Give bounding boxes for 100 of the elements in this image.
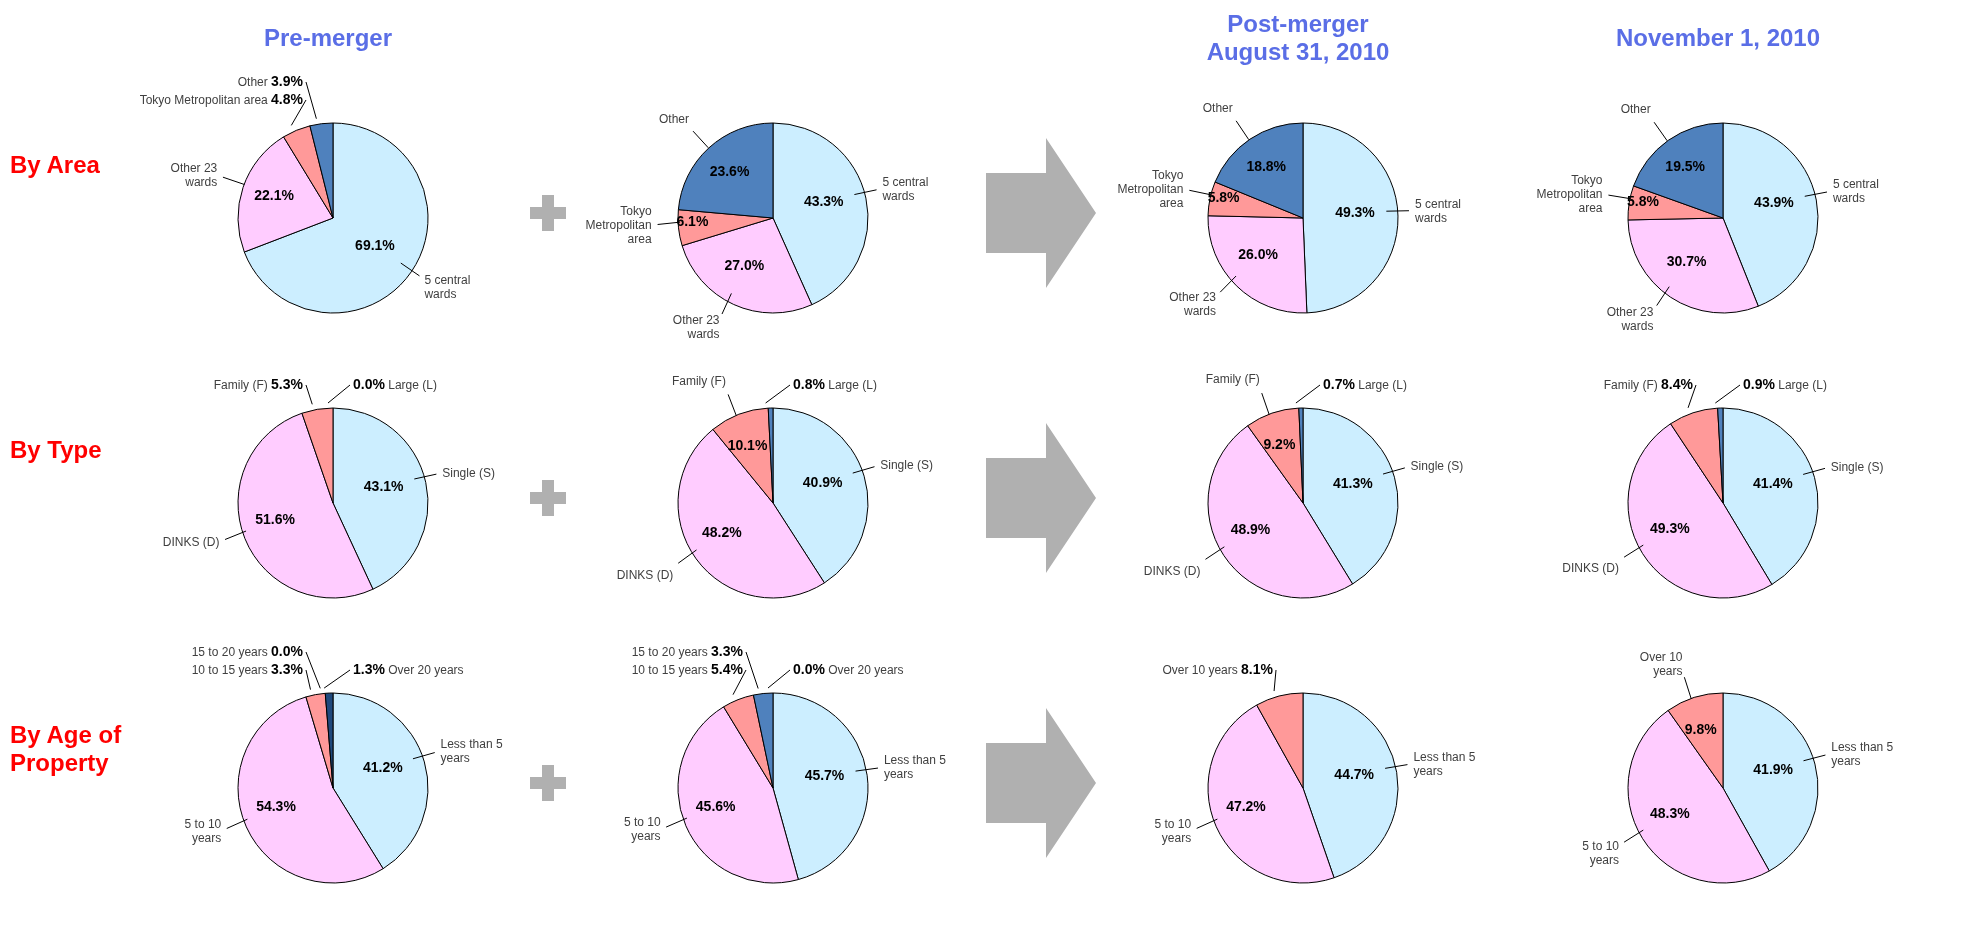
slice-label: Single (S) bbox=[880, 458, 933, 473]
slice-label: 5 to 10 years bbox=[623, 815, 661, 844]
slice-label: Other bbox=[237, 75, 272, 89]
data-label: 5.8% bbox=[1627, 192, 1660, 209]
slice-label: 10 to 15 years bbox=[191, 663, 272, 677]
slice-label: Other bbox=[1202, 100, 1233, 115]
data-label: 5.3% bbox=[271, 376, 304, 392]
slice-label: Other bbox=[658, 111, 689, 126]
slice-label: Other 23 wards bbox=[672, 313, 720, 342]
slice-label: Other bbox=[1620, 102, 1651, 117]
data-label: 5.8% bbox=[1207, 189, 1241, 206]
slice-label: Single (S) bbox=[1410, 459, 1464, 474]
slice-label: 5 to 10 years bbox=[184, 816, 222, 845]
slice-label: Large (L) bbox=[824, 378, 877, 392]
chart-title: Pre-merger bbox=[262, 23, 394, 53]
data-label: 30.7% bbox=[1666, 252, 1707, 269]
slice-label: Family (F) bbox=[213, 378, 272, 392]
data-label: 1.3% bbox=[353, 661, 386, 677]
slice-label: Tokyo Metropolitan area bbox=[1117, 168, 1184, 211]
data-label: 26.0% bbox=[1238, 245, 1279, 262]
data-label: 43.1% bbox=[363, 477, 405, 494]
category-label: Large (L) bbox=[388, 378, 437, 392]
data-label: 5.4% bbox=[711, 661, 744, 677]
data-label: 47.2% bbox=[1226, 798, 1267, 815]
data-label: 45.7% bbox=[804, 767, 845, 784]
text: By Type bbox=[10, 435, 103, 464]
data-label: 8.1% bbox=[1241, 661, 1274, 677]
data-label: 44.7% bbox=[1334, 765, 1375, 782]
slice-label: DINKS (D) bbox=[1562, 561, 1620, 576]
data-label: 49.3% bbox=[1649, 520, 1691, 537]
data-label: 51.6% bbox=[255, 511, 296, 528]
slice-label: Less than 5 years bbox=[440, 736, 503, 765]
text: 0.0% bbox=[271, 643, 303, 659]
slice-label: Family (F) bbox=[671, 373, 726, 388]
chart-title: November 1, 2010 bbox=[1614, 23, 1822, 53]
data-label: 3.3% bbox=[711, 643, 744, 659]
slice-label: 5 to 10 years bbox=[1582, 839, 1620, 868]
slice-label: Less than 5 years bbox=[1413, 749, 1476, 778]
data-label: 0.8% bbox=[793, 376, 826, 392]
data-label: 48.3% bbox=[1649, 805, 1691, 822]
text: By Age of Property bbox=[10, 720, 123, 777]
slice-label: DINKS (D) bbox=[1143, 563, 1201, 578]
slice-label: Large (L) bbox=[1354, 378, 1407, 392]
data-label: 54.3% bbox=[256, 798, 297, 815]
data-label: 6.1% bbox=[676, 212, 709, 229]
data-label: 19.5% bbox=[1665, 158, 1706, 175]
slice-label: Family (F) bbox=[1205, 372, 1260, 387]
slice-label: Single (S) bbox=[1830, 459, 1884, 474]
slice-label: 15 to 20 years bbox=[631, 645, 712, 659]
slice-label: 5 to 10 years bbox=[1154, 816, 1192, 845]
data-label: 10.1% bbox=[727, 436, 768, 453]
slice-label: Single (S) bbox=[442, 465, 495, 480]
data-label: 41.4% bbox=[1753, 474, 1794, 491]
data-label: 40.9% bbox=[802, 473, 844, 490]
text: 0.0% bbox=[793, 661, 825, 677]
slice-label: Tokyo Metropolitan area bbox=[1536, 173, 1603, 216]
slice-label: DINKS (D) bbox=[162, 534, 220, 549]
data-label: 27.0% bbox=[724, 256, 765, 273]
slice-label: Less than 5 years bbox=[883, 753, 947, 782]
slice-label: Tokyo Metropolitan area bbox=[139, 93, 272, 107]
data-label: 3.3% bbox=[271, 661, 304, 677]
category-label: 15 to 20 years bbox=[191, 645, 268, 659]
data-label: 41.2% bbox=[362, 759, 404, 776]
slice-label: Over 10 years bbox=[1162, 663, 1242, 677]
slice-label: 5 central wards bbox=[1413, 196, 1462, 225]
data-label: 43.3% bbox=[803, 193, 845, 210]
slice-label: 5 central wards bbox=[423, 273, 471, 302]
data-label: 48.9% bbox=[1230, 521, 1271, 538]
data-label: 9.8% bbox=[1684, 720, 1718, 737]
data-label: 41.3% bbox=[1333, 474, 1374, 491]
data-label: 3.9% bbox=[271, 73, 304, 89]
slice-label: 5 central wards bbox=[881, 174, 929, 203]
data-label: 4.8% bbox=[271, 91, 304, 107]
slice-label: Less than 5 years bbox=[1831, 739, 1894, 768]
data-label: 43.9% bbox=[1754, 194, 1795, 211]
data-label: 69.1% bbox=[355, 237, 396, 254]
data-label: 9.2% bbox=[1263, 436, 1296, 453]
category-label: Over 20 years bbox=[828, 663, 904, 677]
slice-label: Over 20 years bbox=[384, 663, 464, 677]
data-label: 18.8% bbox=[1246, 157, 1287, 174]
data-label: 48.2% bbox=[702, 523, 743, 540]
slice-label: Tokyo Metropolitan area bbox=[585, 204, 652, 247]
slice-label: 10 to 15 years bbox=[631, 663, 712, 677]
text: 0.0% bbox=[353, 376, 385, 392]
data-label: 49.3% bbox=[1335, 203, 1376, 220]
data-label: 0.7% bbox=[1323, 376, 1356, 392]
data-label: 41.9% bbox=[1753, 760, 1794, 777]
data-label: 8.4% bbox=[1661, 376, 1694, 392]
slice-label: Large (L) bbox=[1774, 378, 1827, 392]
data-label: 0.9% bbox=[1743, 376, 1776, 392]
slice-label: DINKS (D) bbox=[616, 567, 674, 582]
text: By Area bbox=[10, 150, 101, 179]
chart-title: Post-merger August 31, 2010 bbox=[1205, 9, 1391, 67]
slice-label: Other 23 wards bbox=[170, 161, 218, 190]
data-label: 22.1% bbox=[254, 186, 295, 203]
slice-label: Other 23 wards bbox=[1606, 304, 1654, 333]
slice-label: 5 central wards bbox=[1831, 176, 1879, 205]
slice-label: Other 23 wards bbox=[1169, 290, 1217, 319]
data-label: 45.6% bbox=[695, 797, 737, 814]
data-label: 23.6% bbox=[709, 162, 750, 179]
